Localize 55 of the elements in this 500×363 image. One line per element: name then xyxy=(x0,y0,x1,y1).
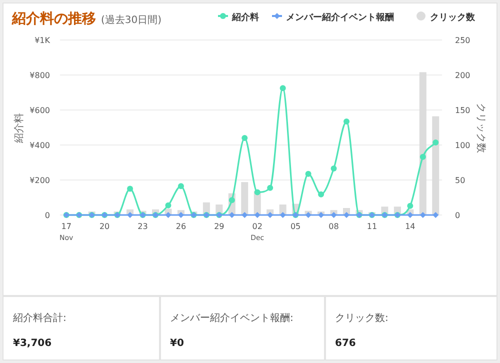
x-tick-label: 26 xyxy=(176,222,186,231)
y-tick-label: 0 xyxy=(44,211,50,220)
x-tick-label: 14 xyxy=(405,222,416,231)
legend-label: メンバー紹介イベント報酬 xyxy=(286,12,394,23)
x-tick-label: 11 xyxy=(366,222,378,231)
x-tick-label: 29 xyxy=(214,222,224,231)
point xyxy=(432,140,439,146)
bar xyxy=(241,182,248,215)
point xyxy=(432,212,439,218)
y2-tick-label: 250 xyxy=(455,36,470,45)
point xyxy=(318,191,324,198)
point xyxy=(242,135,248,141)
point xyxy=(267,184,274,191)
text: 676 xyxy=(335,338,356,349)
x-tick-label: 05 xyxy=(290,222,301,231)
y2-tick-label: 200 xyxy=(455,71,470,80)
y2-axis-title: クリック数 xyxy=(475,103,486,153)
bar xyxy=(419,72,426,215)
point xyxy=(178,183,184,190)
y-tick-label: ¥200 xyxy=(30,176,50,185)
point xyxy=(407,202,414,209)
point xyxy=(344,212,350,218)
y-tick-label: ¥400 xyxy=(30,141,50,150)
y2-tick-label: 0 xyxy=(455,211,460,220)
y-tick-label: ¥800 xyxy=(30,71,50,80)
point xyxy=(228,197,235,204)
text: メンバー紹介イベント報酬: xyxy=(170,312,294,324)
point xyxy=(127,186,134,192)
point xyxy=(165,212,172,218)
y-tick-label: ¥1K xyxy=(34,36,51,45)
point xyxy=(420,154,426,160)
chart-title: 紹介料の推移 xyxy=(11,11,96,27)
point xyxy=(305,170,312,177)
point xyxy=(330,212,337,218)
chart-subtitle: (過去30日間) xyxy=(101,14,162,26)
y2-tick-label: 100 xyxy=(455,141,470,150)
text: ¥0 xyxy=(170,338,184,349)
y-tick-label: ¥600 xyxy=(30,106,50,115)
point xyxy=(280,85,286,92)
legend-label: クリック数 xyxy=(430,12,476,23)
point xyxy=(254,189,260,196)
text: 紹介料合計: xyxy=(12,312,66,324)
x-tick-label: 20 xyxy=(99,222,110,231)
text: ¥3,706 xyxy=(13,338,52,349)
legend-label: 紹介料 xyxy=(231,12,259,23)
bar xyxy=(432,116,440,215)
y-axis-title: 紹介料 xyxy=(13,113,25,144)
text: クリック数: xyxy=(335,313,388,324)
point xyxy=(344,118,350,125)
y2-tick-label: 150 xyxy=(455,106,470,115)
x-tick-label: 08 xyxy=(328,222,339,231)
y2-tick-label: 50 xyxy=(455,176,466,185)
point xyxy=(330,165,337,172)
point xyxy=(165,202,172,208)
x-tick-label: 23 xyxy=(138,222,148,231)
